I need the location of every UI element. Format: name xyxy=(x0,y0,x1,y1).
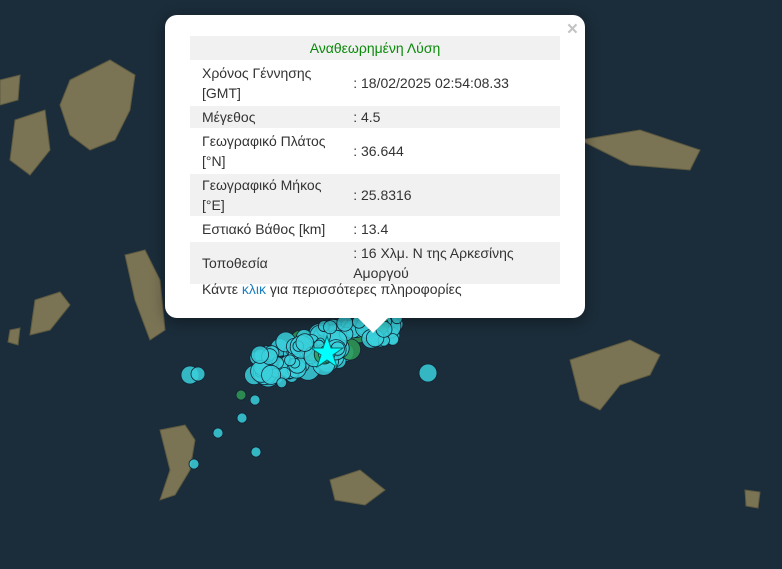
earthquake-marker[interactable] xyxy=(235,389,247,401)
earthquake-marker[interactable] xyxy=(212,427,224,439)
label-magnitude: Μέγεθος xyxy=(190,106,354,128)
more-suffix: για περισσότερες πληροφορίες xyxy=(266,281,462,297)
earthquake-marker[interactable] xyxy=(249,394,261,406)
earthquake-marker[interactable] xyxy=(284,354,296,367)
label-depth: Εστιακό Βάθος [km] xyxy=(202,221,326,237)
earthquake-marker[interactable] xyxy=(418,363,438,383)
value-longitude: : 25.8316 xyxy=(353,174,560,216)
epicenter-star-icon[interactable] xyxy=(309,334,345,369)
earthquake-marker[interactable] xyxy=(250,345,270,364)
earthquake-marker[interactable] xyxy=(188,458,200,470)
more-info-link[interactable]: κλικ xyxy=(241,281,267,297)
event-details-table: Αναθεωρημένη Λύση Χρόνος Γέννησης [GMT]:… xyxy=(190,34,560,286)
more-prefix: Κάντε xyxy=(202,281,242,297)
value-origin-time: : 18/02/2025 02:54:08.33 xyxy=(353,75,509,91)
earthquake-marker[interactable] xyxy=(261,364,282,385)
earthquake-marker[interactable] xyxy=(190,366,206,382)
earthquake-marker[interactable] xyxy=(323,320,338,335)
value-depth: : 13.4 xyxy=(353,221,389,237)
earthquake-marker[interactable] xyxy=(276,377,287,389)
popup-tip xyxy=(356,316,390,333)
islands xyxy=(0,59,761,509)
earthquake-marker[interactable] xyxy=(250,446,262,458)
value-magnitude: : 4.5 xyxy=(353,106,560,128)
popup-title: Αναθεωρημένη Λύση xyxy=(190,36,560,60)
earthquake-marker[interactable] xyxy=(236,412,248,424)
more-info-text: Κάντε κλικ για περισσότερες πληροφορίες xyxy=(202,281,462,297)
label-location: Τοποθεσία xyxy=(190,242,354,284)
earthquake-popup: × Αναθεωρημένη Λύση Χρόνος Γέννησης [GMT… xyxy=(165,15,585,318)
label-origin-time: Χρόνος Γέννησης [GMT] xyxy=(202,65,312,101)
label-longitude: Γεωγραφικό Μήκος [°E] xyxy=(190,174,354,216)
close-icon[interactable]: × xyxy=(566,19,578,40)
label-latitude: Γεωγραφικό Πλάτος [°N] xyxy=(202,133,326,169)
earthquake-marker[interactable] xyxy=(295,333,314,352)
value-location: : 16 Χλμ. N της Αρκεσίνης Αμοργού xyxy=(353,242,560,284)
value-latitude: : 36.644 xyxy=(353,143,404,159)
